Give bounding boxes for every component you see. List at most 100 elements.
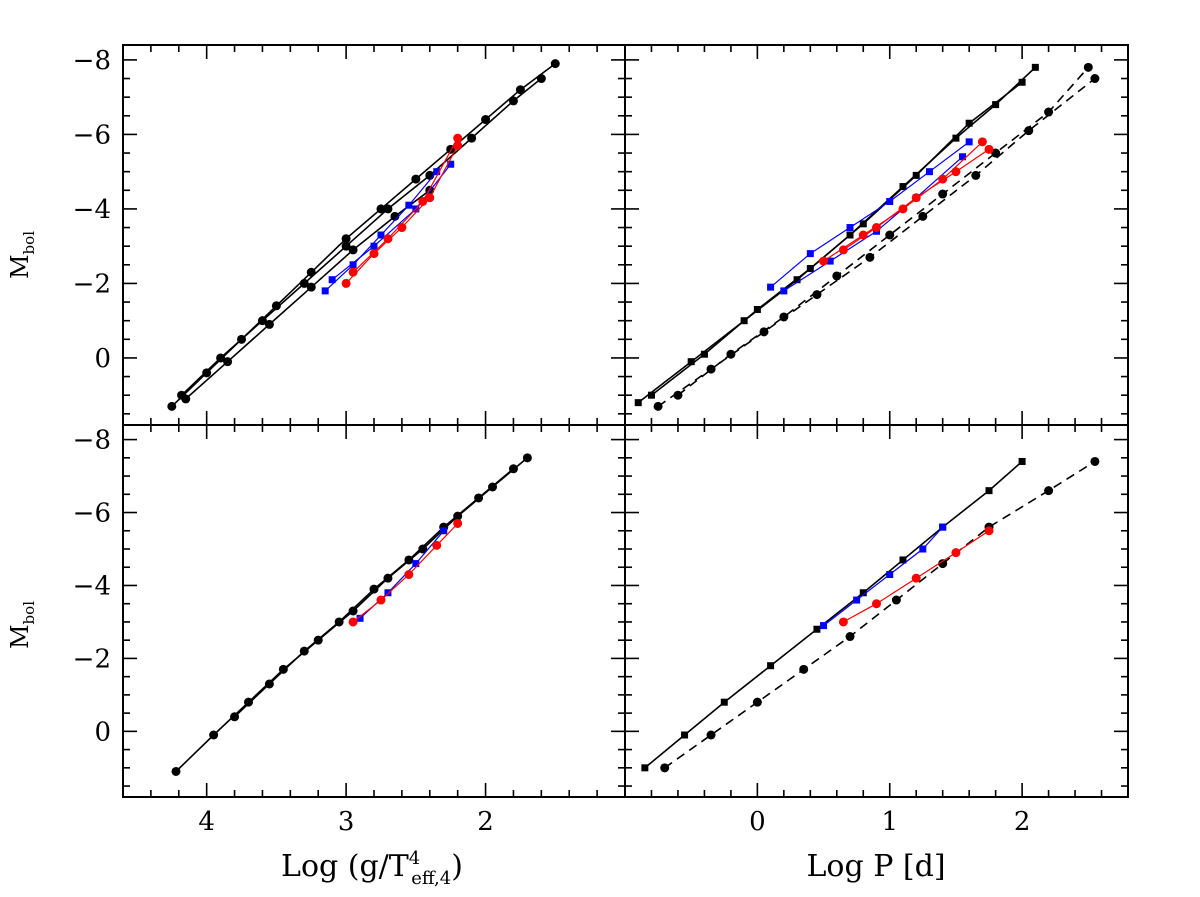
- data-point-black-short-1: [264, 319, 274, 329]
- data-point-black-dashed-2: [726, 349, 736, 359]
- data-point-black-dashed: [845, 632, 855, 642]
- series-line-black-long-2: [181, 77, 542, 396]
- data-point-blue-2: [780, 287, 788, 295]
- data-point-red-1: [858, 230, 868, 240]
- data-point-black-dashed: [891, 595, 901, 605]
- series-line-blue-1: [770, 141, 970, 288]
- series-line-black-dashed: [664, 460, 1096, 769]
- data-point-black-solid: [641, 764, 649, 772]
- data-point-blue-1: [384, 589, 392, 597]
- data-point-red-2: [951, 167, 961, 177]
- panel-top-left: 0 −2 −4 −6 −8: [73, 44, 626, 426]
- data-point-black-short-1: [348, 245, 358, 255]
- data-point-red-2: [911, 193, 921, 203]
- data-point-blue-1: [965, 138, 973, 146]
- data-point-blue: [919, 545, 927, 553]
- data-point-red: [984, 526, 994, 536]
- data-point-black-solid: [767, 662, 775, 670]
- y-tick-label: −8: [73, 46, 111, 76]
- data-point-black-long-1: [550, 59, 560, 69]
- data-point-black-dashed-2: [779, 312, 789, 322]
- data-point-blue-1: [767, 283, 775, 291]
- data-point-black-long-1: [202, 368, 212, 378]
- data-point-black-short-1: [181, 394, 191, 404]
- data-point-blue: [820, 622, 828, 630]
- data-point-black-short-1: [306, 282, 316, 292]
- data-point-black-dashed: [752, 697, 762, 707]
- panel-bottom-left: 4 3 2 0 −2 −4 −6 −8: [73, 424, 626, 837]
- data-point-black-2: [474, 493, 484, 503]
- data-point-black-dashed: [706, 730, 716, 740]
- plot-frame: [624, 424, 1129, 798]
- data-point-black-solid-2: [753, 306, 761, 314]
- data-point-red-1: [369, 249, 379, 259]
- data-point-black-solid: [985, 487, 993, 495]
- data-point-black-short-1: [390, 211, 400, 221]
- data-point-black-solid: [813, 625, 821, 633]
- data-point-red-1: [977, 137, 987, 147]
- y-axis-label-bottom: Mbol: [6, 601, 38, 649]
- data-point-black-2: [230, 712, 240, 722]
- data-point-blue-2: [447, 160, 455, 168]
- data-point-black-solid: [899, 556, 907, 564]
- x-tick-label: 3: [338, 807, 355, 837]
- data-point-black-solid-1: [952, 134, 960, 142]
- data-point-red-2: [348, 267, 358, 277]
- data-point-black-long-2: [536, 74, 546, 84]
- data-point-red: [838, 617, 848, 627]
- data-point-black-solid: [859, 589, 867, 597]
- y-tick-label: 0: [94, 344, 111, 374]
- data-point-black-solid: [1018, 457, 1026, 465]
- x-tick-label: 2: [1014, 807, 1031, 837]
- data-point-black-solid-2: [965, 119, 973, 127]
- plot-frame: [624, 44, 1129, 426]
- y-tick-label: −4: [73, 195, 111, 225]
- x-axis-label-right: Log P [d]: [806, 849, 945, 884]
- data-point-black-long-2: [216, 353, 226, 363]
- data-point-blue-1: [349, 261, 357, 269]
- data-point-black-dashed-1: [865, 252, 875, 262]
- data-point-black-dashed: [660, 763, 670, 773]
- data-point-red-1: [376, 595, 386, 605]
- data-point-black-2: [264, 679, 274, 689]
- y-tick-label: −2: [73, 269, 111, 299]
- series-line-blue-1: [324, 171, 438, 292]
- data-point-black-solid-2: [700, 350, 708, 358]
- data-point-black-2: [369, 584, 379, 594]
- data-point-blue-1: [440, 527, 448, 535]
- data-point-black-1: [418, 544, 428, 554]
- data-point-blue: [939, 523, 947, 531]
- series-line-black-dashed-2: [677, 66, 1089, 396]
- data-point-black-dashed-1: [1090, 74, 1100, 84]
- y-tick-label: −6: [73, 499, 111, 529]
- data-point-black-2: [404, 555, 414, 565]
- data-point-black-solid-2: [859, 220, 867, 228]
- data-point-black-dashed: [1044, 486, 1054, 496]
- data-point-black-2: [299, 646, 309, 656]
- data-point-black-dashed-1: [653, 401, 663, 411]
- series-line-black-solid-2: [651, 81, 1023, 396]
- data-point-red-1: [348, 617, 358, 627]
- series-line-black-solid: [644, 460, 1023, 769]
- data-point-blue: [853, 596, 861, 604]
- data-point-blue-1: [377, 231, 385, 239]
- data-point-black-long-1: [167, 401, 177, 411]
- data-point-red: [872, 599, 881, 609]
- data-point-black-dashed-1: [918, 211, 928, 221]
- series-line-red-2: [352, 137, 459, 273]
- data-point-blue-2: [328, 276, 336, 284]
- data-point-red: [951, 548, 961, 558]
- series-line-blue-1: [359, 530, 445, 619]
- data-point-black-solid-2: [806, 265, 814, 273]
- data-point-black-long-2: [299, 278, 309, 288]
- data-point-black-solid-1: [992, 101, 1000, 109]
- y-tick-label: −4: [73, 571, 111, 601]
- x-axis-label-left: Log (g/T4 eff,4): [281, 848, 463, 889]
- data-point-blue-1: [321, 287, 329, 295]
- data-point-blue-1: [405, 201, 413, 209]
- plot-frame: [122, 44, 626, 426]
- data-point-black-1: [244, 697, 253, 707]
- data-point-black-solid-1: [687, 358, 695, 366]
- data-point-blue-1: [433, 168, 441, 176]
- data-point-red: [911, 573, 921, 583]
